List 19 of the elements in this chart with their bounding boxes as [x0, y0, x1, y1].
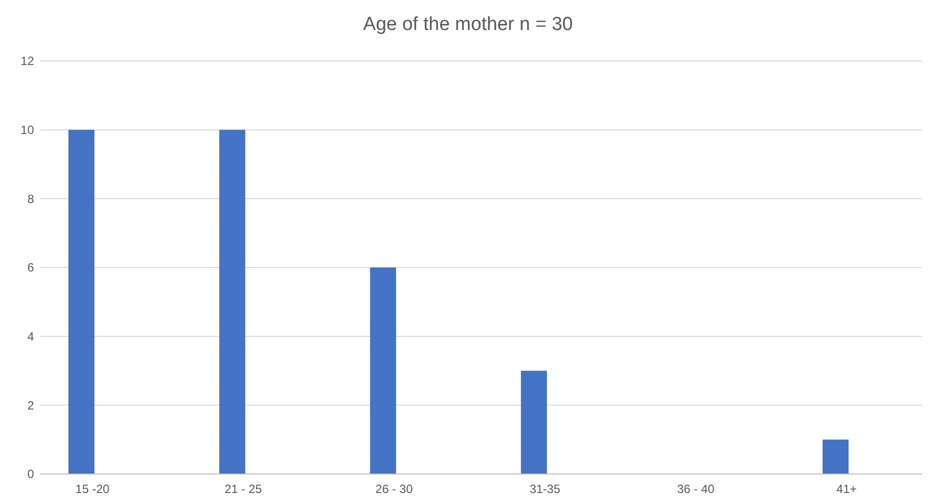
bar	[822, 440, 849, 474]
y-tick-label: 10	[20, 123, 34, 138]
bar	[370, 268, 396, 474]
chart-title: Age of the mother n = 30	[363, 14, 573, 35]
y-tick-label: 6	[27, 260, 34, 275]
x-tick-label: 26 - 30	[375, 482, 414, 496]
y-tick-label: 4	[27, 330, 34, 344]
bar	[68, 130, 94, 474]
x-tick-label: 21 - 25	[224, 482, 262, 496]
y-tick-label: 8	[27, 192, 34, 206]
x-tick-label: 41+	[836, 482, 857, 496]
bar	[520, 370, 547, 474]
y-tick-label: 0	[27, 467, 34, 482]
bar	[219, 130, 246, 474]
x-tick-label: 36 - 40	[677, 482, 715, 496]
y-tick-label: 12	[20, 54, 34, 68]
x-tick-label: 15 -20	[75, 482, 110, 496]
y-tick-label: 2	[27, 398, 34, 412]
x-tick-label: 31-35	[530, 482, 561, 496]
